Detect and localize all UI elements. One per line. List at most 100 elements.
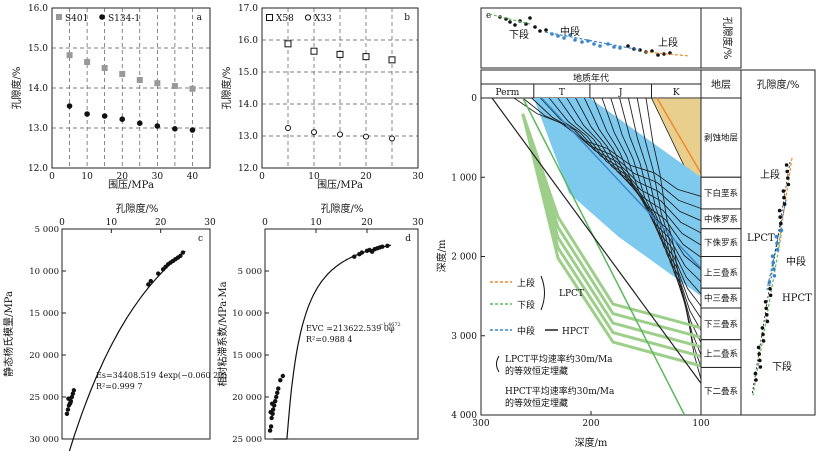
inset-point [556, 34, 560, 38]
panel-c-chart: 0 10 20 30 5 000 10 000 15 000 20 000 25 000 30 0… [2, 202, 227, 451]
porosity-lower-trend [752, 229, 783, 396]
inset-point [592, 42, 596, 46]
legend-s401-marker [56, 14, 62, 20]
c-ytick-label: 25 000 [29, 393, 59, 403]
porosity-point [756, 345, 761, 350]
d-point [268, 409, 273, 415]
d-point [385, 243, 390, 248]
legend-note2-line2: 的等效恒定埋藏 [505, 397, 568, 409]
a-ytick-label: 15.0 [28, 44, 48, 54]
burial-xlabel: 深度/m [575, 436, 608, 449]
porosity-point [768, 293, 773, 298]
porosity-point [786, 182, 791, 187]
burial-curve [513, 97, 702, 197]
d-point [359, 250, 365, 255]
inset-point [528, 16, 532, 20]
e-xtick-label: 100 [692, 419, 709, 429]
panel-a-grid [52, 8, 210, 168]
porosity-point [765, 313, 769, 317]
c-point [64, 411, 70, 416]
right-label-hpct: HPCT [782, 293, 812, 304]
d-point [274, 394, 279, 400]
a-xtick-label: 20 [116, 172, 128, 182]
a-ytick-label: 14.0 [28, 84, 48, 94]
panel-c-r2: R²=0.999 7 [96, 382, 142, 391]
legend-lpct-label: LPCT [559, 289, 584, 299]
c-xtick-label: 30 [204, 218, 216, 228]
inset-upper-trend [644, 51, 691, 57]
panel-c-ticks: 0 10 20 30 5 000 10 000 15 000 20 000 25 000 30 0… [29, 218, 216, 445]
porosity-point [774, 234, 779, 239]
a-point-s401 [66, 52, 73, 59]
porosity-point [753, 371, 758, 376]
panel-e-burial-history: e 下段 中段 上段 孔隙度/% 地质年代 Perm T J K 300 200 100 0… [435, 7, 816, 449]
porosity-point [757, 352, 761, 356]
b-ytick-label: 14.0 [238, 100, 258, 110]
strata-header: 地层 [711, 78, 731, 91]
porosity-point [779, 221, 783, 226]
b-point-x58 [310, 47, 318, 55]
legend-lpct-brace [540, 275, 545, 311]
c-point [180, 250, 186, 255]
porosity-point [771, 260, 775, 265]
porosity-point [758, 365, 763, 369]
panel-d-ylabel: 相对粘滞系数/MPa·Ma [216, 281, 229, 386]
burial-curve [531, 97, 702, 222]
burial-legend: 上段 下段 LPCT 中段 HPCT LPCT平均速率约30m/Ma 的等效恒定… [490, 275, 615, 409]
b-ytick-label: 15.0 [238, 68, 258, 78]
stratum-cell [700, 97, 742, 178]
a-point-s134 [119, 116, 126, 122]
panel-d-points [267, 243, 390, 433]
right-label-middle: 中段 [786, 255, 806, 268]
panel-a-chart: 0 10 20 30 40 12.0 13.0 14.0 15.0 16.0 a S401 S13… [10, 4, 211, 191]
e-ytick-label: 0 [471, 94, 477, 104]
d-point [380, 244, 385, 249]
burial-curve [592, 97, 702, 307]
panel-b-ticks: 0 10 20 30 12.0 13.0 14.0 15.0 16.0 17.0 [238, 4, 424, 182]
a-point-s134 [66, 103, 73, 109]
stratum-label: 下白垩系 [704, 188, 738, 199]
panel-e-inset-points [488, 13, 691, 57]
porosity-point [777, 208, 782, 213]
porosity-point [779, 228, 784, 232]
a-point-s134 [172, 126, 178, 132]
panel-a-ylabel: 孔隙度/% [10, 67, 23, 110]
b-ytick-label: 13.0 [238, 132, 258, 142]
inset-right-header [700, 7, 742, 69]
burial-curve [627, 97, 702, 356]
legend-s401-label: S401 [65, 14, 88, 24]
a-point-s401 [189, 85, 196, 92]
d-point [269, 415, 274, 421]
panel-d-ticks: 0 10 20 30 5 000 10 000 15 000 20 000 25 000 [232, 218, 424, 445]
inset-point [562, 36, 566, 40]
b-ytick-label: 17.0 [238, 4, 258, 14]
inset-point [618, 46, 622, 50]
era-title: 地质年代 [573, 72, 609, 84]
inset-point [538, 29, 542, 33]
legend-x58-label: X58 [276, 14, 294, 24]
a-point-s134 [189, 127, 196, 133]
panel-e-label: e [486, 11, 491, 21]
inset-label-upper: 上段 [658, 36, 678, 49]
inset-point [513, 23, 517, 27]
b-point-x58 [284, 40, 292, 48]
a-point-s401 [119, 71, 126, 77]
c-ytick-label: 10 000 [29, 267, 59, 277]
porosity-point [758, 358, 762, 363]
e-ytick-label: 1 000 [451, 173, 477, 183]
e-ytick-label: 2 000 [451, 253, 477, 263]
e-xtick-label: 300 [472, 419, 489, 429]
e-xtick-label: 200 [582, 419, 599, 429]
porosity-point [770, 254, 775, 258]
d-point [267, 428, 273, 433]
era-cells: Perm T J K [495, 84, 702, 98]
porosity-hpct-trend [751, 161, 791, 396]
inset-middle-trend [544, 31, 641, 51]
panel-c-xlabel: 孔隙度/% [116, 202, 159, 215]
b-point-x33 [363, 133, 369, 140]
a-point-s401 [171, 83, 178, 89]
porosity-point [754, 378, 758, 382]
panel-d-chart: 0 10 20 30 5 000 10 000 15 000 20 000 25 000 d 孔… [216, 202, 424, 445]
c-xtick-label: 20 [155, 218, 167, 228]
